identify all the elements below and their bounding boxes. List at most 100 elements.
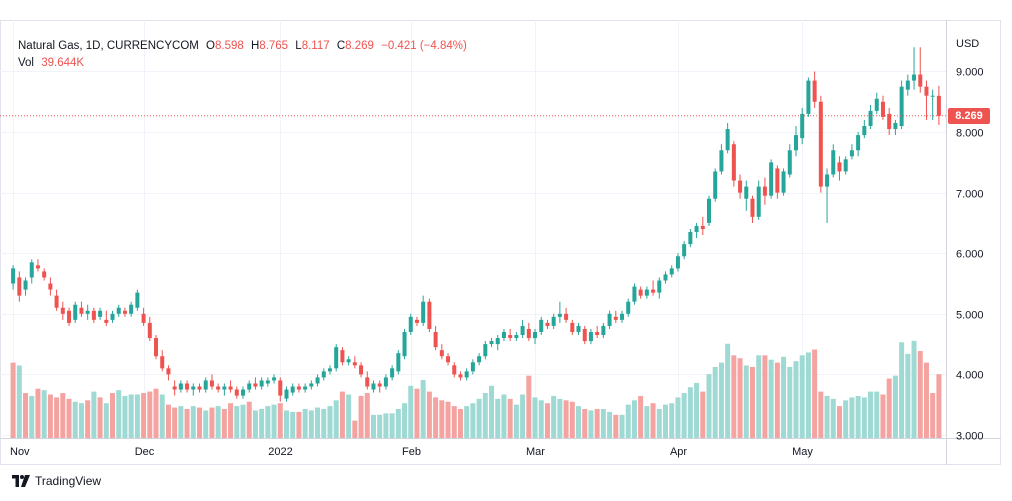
candle <box>352 356 357 369</box>
volume-bar <box>725 343 731 438</box>
candle <box>818 95 823 193</box>
volume-bar <box>880 394 886 438</box>
candle-body <box>327 368 332 372</box>
x-tick-label: 2022 <box>268 446 292 458</box>
candle <box>296 383 301 393</box>
volume-bar <box>153 388 159 438</box>
volume-bar <box>501 394 507 438</box>
volume-bar <box>54 397 60 438</box>
volume-bar <box>731 355 737 438</box>
candle <box>116 304 121 317</box>
candle-body <box>930 95 935 97</box>
candle <box>626 298 631 317</box>
candle <box>744 180 749 211</box>
candle-body <box>632 286 637 302</box>
candle <box>346 356 351 366</box>
candle-body <box>588 331 593 342</box>
volume-bar <box>128 394 134 438</box>
volume-bar <box>308 410 314 438</box>
candle-body <box>253 383 258 387</box>
candle-body <box>154 338 159 357</box>
candle-body <box>216 386 221 390</box>
candle-body <box>669 268 674 275</box>
high-label: H <box>250 40 260 52</box>
volume-bar <box>321 409 327 438</box>
candle <box>489 338 494 348</box>
candle <box>340 347 345 366</box>
volume-bar <box>812 349 818 438</box>
volume-bar <box>197 407 203 438</box>
candle-body <box>452 365 457 375</box>
candle-body <box>228 386 233 390</box>
candle-body <box>29 262 34 278</box>
candle-body <box>334 347 339 369</box>
volume-bar <box>190 406 196 438</box>
candle-body <box>564 313 569 320</box>
candle <box>309 380 314 390</box>
candle-body <box>651 289 656 293</box>
volume-bar <box>762 355 768 438</box>
volume-bar <box>172 407 178 438</box>
candle <box>663 271 668 284</box>
candle <box>613 310 618 323</box>
candle-body <box>35 265 40 269</box>
candle <box>11 265 16 290</box>
volume-bar <box>861 397 867 438</box>
y-tick-label: 4.000 <box>956 370 984 382</box>
branding-text: TradingView <box>35 474 102 488</box>
axis-layer: 3.000 4.000 5.000 6.000 7.000 8.000 9.000 USD No… <box>0 20 1001 465</box>
candle-body <box>775 168 780 193</box>
volume-bar <box>855 395 861 438</box>
candle-body <box>769 162 774 196</box>
symbol-line: Natural Gas, 1D, CURRENCYCOM <box>18 40 199 52</box>
volume-bar <box>16 365 22 438</box>
candle-body <box>570 322 575 332</box>
candle-body <box>352 362 357 366</box>
candle <box>272 374 277 384</box>
chart-frame <box>0 20 1001 465</box>
candle-body <box>98 310 103 317</box>
change-value: −0.421 (−4.84%) <box>381 40 467 52</box>
candle-body <box>514 335 519 339</box>
candle-body <box>185 383 190 390</box>
candle-body <box>725 129 730 151</box>
candle-body <box>122 310 127 314</box>
volume-bar <box>749 366 755 438</box>
volume-bar <box>283 410 289 438</box>
candle <box>209 374 214 390</box>
volume-bar <box>687 387 693 438</box>
branding[interactable]: TradingView <box>12 474 101 488</box>
candle-body <box>694 225 699 233</box>
candle <box>651 280 656 296</box>
volume-bar <box>476 398 482 438</box>
volume-bar <box>774 362 780 438</box>
candle <box>178 380 183 393</box>
candle-body <box>520 325 525 336</box>
candle <box>147 316 152 342</box>
volume-bar <box>594 409 600 438</box>
volume-bar <box>339 391 345 438</box>
volume-bar <box>663 404 669 438</box>
candle <box>582 325 587 345</box>
volume-bar <box>930 393 936 438</box>
x-tick-label: May <box>792 446 813 458</box>
candle <box>67 307 72 326</box>
candle <box>104 310 109 326</box>
candle-body <box>601 325 606 336</box>
candle-body <box>526 328 531 339</box>
volume-bar <box>228 403 234 438</box>
volume-bar <box>10 362 16 438</box>
volume-bar <box>426 391 432 438</box>
candle-body <box>843 159 848 172</box>
volume-bar <box>836 406 842 438</box>
candle-body <box>501 331 506 339</box>
candle <box>408 313 413 336</box>
volume-bar <box>563 400 569 438</box>
candle <box>508 328 513 342</box>
candle <box>694 222 699 239</box>
candle <box>477 353 482 366</box>
candle <box>129 301 134 317</box>
candle <box>265 377 270 387</box>
